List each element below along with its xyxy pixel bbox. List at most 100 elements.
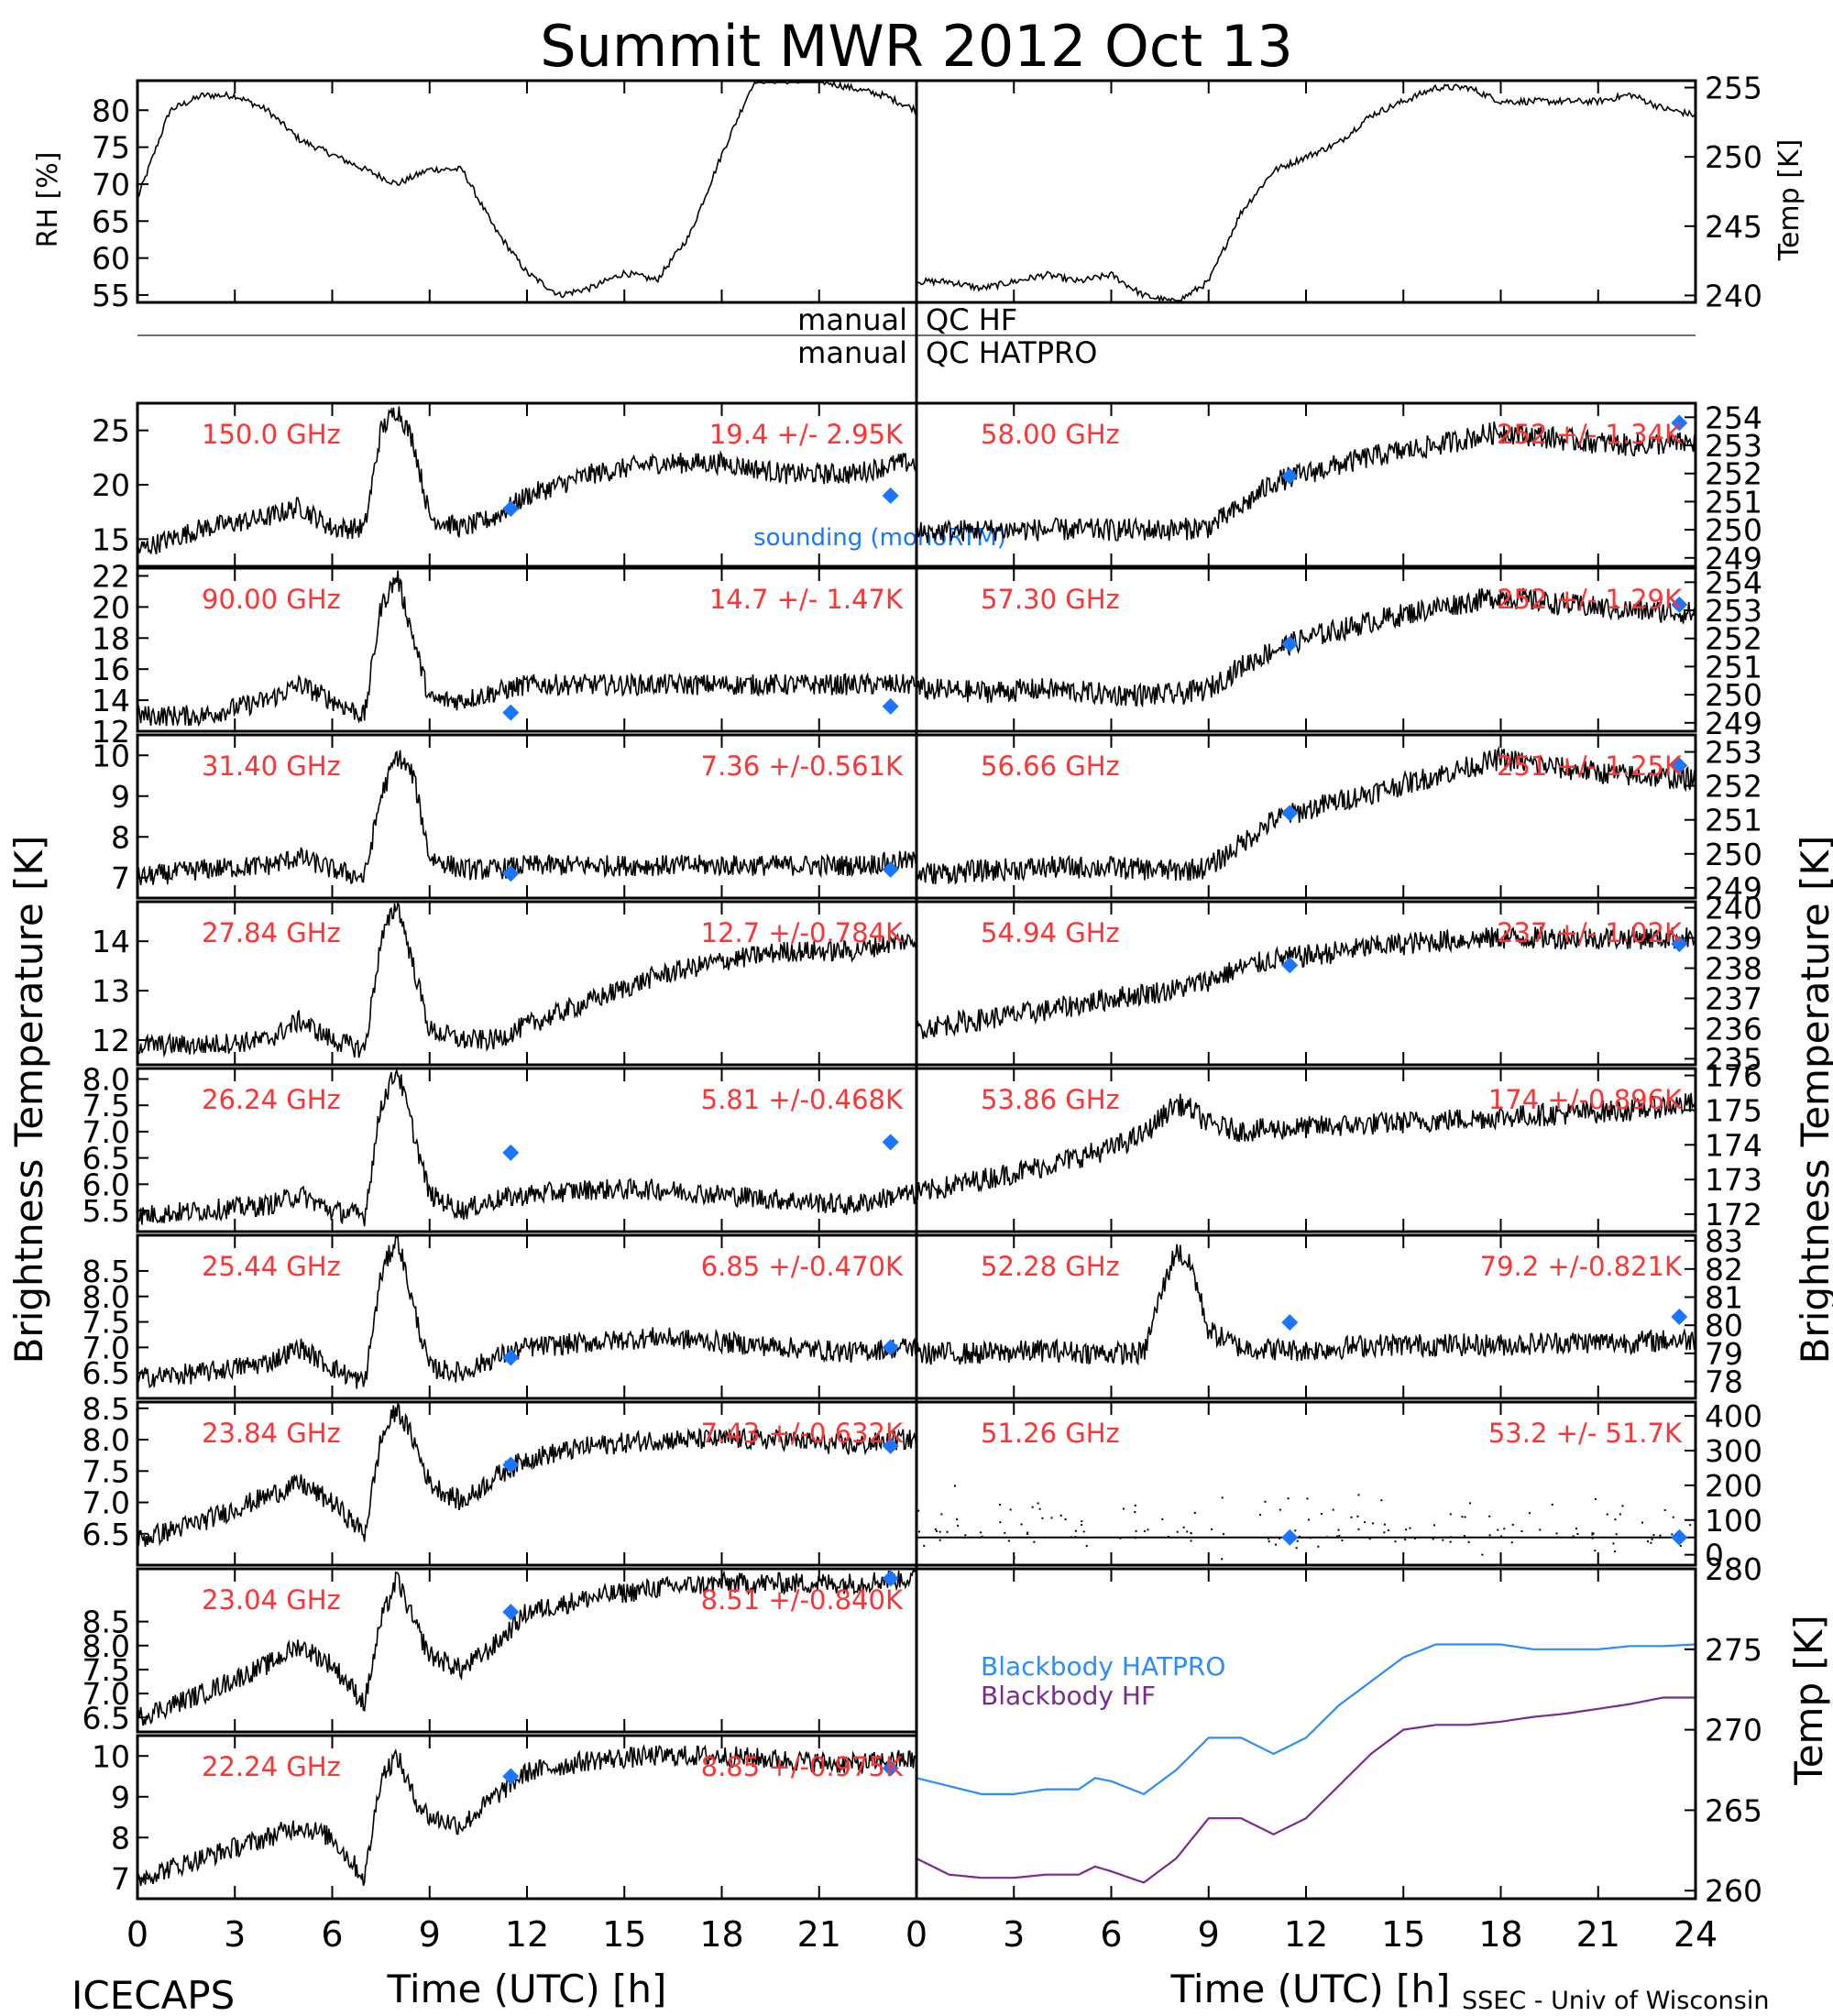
y-tick-label: 7 (111, 1861, 130, 1897)
outlier-point (1268, 1540, 1270, 1543)
y-tick-label: 12 (92, 1023, 130, 1058)
channel-label: 23.04 GHz (202, 1584, 341, 1616)
channel-label: 90.00 GHz (202, 584, 341, 615)
y-tick-label: 7.0 (82, 1485, 130, 1521)
y-tick-label: 20 (92, 589, 130, 625)
qc-hf-manual-label: manual (797, 302, 907, 337)
channel-label: 31.40 GHz (202, 751, 341, 782)
channel-label: 57.30 GHz (981, 584, 1120, 615)
outlier-point (1409, 1527, 1411, 1529)
x-tick-label: 6 (1100, 1914, 1122, 1955)
sounding-marker (882, 487, 899, 504)
y-tick-label: 239 (1705, 921, 1762, 957)
outlier-point (1287, 1497, 1290, 1500)
y-tick-label: 6.0 (82, 1167, 130, 1202)
outlier-point (1320, 1512, 1323, 1515)
outlier-point (1356, 1515, 1359, 1517)
outlier-point (1383, 1523, 1386, 1526)
y-tick-label: 7.5 (82, 1453, 130, 1489)
y-tick-label: 75 (92, 130, 130, 166)
outlier-point (954, 1485, 957, 1487)
channel-stat: 79.2 +/-0.821K (1480, 1251, 1683, 1282)
outlier-point (1308, 1518, 1311, 1521)
sounding-marker (1671, 757, 1688, 774)
x-tick-label: 15 (1381, 1914, 1425, 1955)
y-tick-label: 8.0 (82, 1628, 130, 1664)
channel-stat: 237 +/- 1.02K (1497, 917, 1683, 948)
outlier-point (1267, 1538, 1269, 1540)
y-tick-label: 9 (111, 1780, 130, 1815)
y-tick-label: 15 (92, 521, 130, 557)
outlier-point (1380, 1499, 1383, 1502)
outlier-point (1500, 1535, 1503, 1538)
y-tick-label: 18 (92, 620, 130, 656)
outlier-point (1467, 1540, 1470, 1543)
y-tick-label: 250 (1705, 512, 1762, 548)
outlier-point (1614, 1550, 1617, 1552)
channel-stat: 5.81 +/-0.468K (701, 1084, 904, 1115)
y-tick-label: 7.5 (82, 1305, 130, 1341)
outlier-point (1020, 1523, 1023, 1526)
right-y-axis-label: Brightness Temperature [K] (1793, 836, 1833, 1364)
channel-stat: 252 +/- 1.34K (1497, 419, 1683, 450)
outlier-point (957, 1524, 960, 1527)
outlier-point (1119, 1537, 1122, 1539)
y-tick-label: 245 (1705, 209, 1762, 245)
outlier-point (1081, 1520, 1083, 1523)
y-tick-label: 275 (1705, 1632, 1762, 1668)
outlier-point (1503, 1528, 1506, 1530)
outlier-point (1190, 1531, 1192, 1534)
outlier-point (1317, 1545, 1320, 1548)
y-tick-label: 60 (92, 241, 130, 277)
channel-label: 56.66 GHz (981, 751, 1120, 782)
y-tick-label: 260 (1705, 1873, 1762, 1909)
outlier-point (1464, 1516, 1466, 1518)
outlier-point (940, 1513, 943, 1516)
outlier-point (1650, 1541, 1652, 1544)
outlier-point (1357, 1528, 1360, 1530)
sounding-marker (502, 1604, 520, 1621)
outlier-point (1689, 1524, 1692, 1527)
y-tick-label: 237 (1705, 981, 1762, 1016)
sounding-marker (882, 1437, 899, 1454)
outlier-point (1337, 1528, 1340, 1531)
outlier-point (1368, 1538, 1371, 1540)
y-tick-label: 235 (1705, 1041, 1762, 1077)
channel-label: 58.00 GHz (981, 419, 1120, 450)
y-tick-label: 236 (1705, 1011, 1762, 1046)
outlier-point (1383, 1531, 1386, 1534)
sounding-marker (1671, 596, 1688, 613)
y-tick-label: 249 (1705, 871, 1762, 906)
sounding-marker (502, 1456, 520, 1474)
outlier-point (1432, 1524, 1435, 1527)
x-tick-label: 24 (1674, 1914, 1718, 1955)
y-tick-label: 83 (1705, 1223, 1743, 1259)
data-trace (137, 570, 917, 728)
sounding-marker (1281, 635, 1299, 652)
y-tick-label: 249 (1705, 541, 1762, 576)
channel-label: 27.84 GHz (202, 917, 341, 948)
outlier-point (1038, 1507, 1041, 1510)
outlier-point (1468, 1502, 1471, 1505)
y-tick-label: 252 (1705, 621, 1762, 657)
y-tick-label: 238 (1705, 951, 1762, 987)
outlier-point (956, 1518, 959, 1521)
outlier-point (962, 1536, 965, 1539)
y-tick-label: 280 (1705, 1551, 1762, 1587)
left-y-axis-label: Brightness Temperature [K] (6, 836, 51, 1364)
outlier-point (1461, 1516, 1464, 1518)
y-tick-label: 65 (92, 203, 130, 239)
x-tick-label: 9 (1198, 1914, 1220, 1955)
y-tick-label: 8 (111, 1820, 130, 1856)
blackbody-line-hatpro (916, 1643, 1696, 1796)
x-tick-label: 15 (602, 1914, 646, 1955)
outlier-point (1298, 1535, 1301, 1538)
blackbody-panel-frame (915, 1567, 1697, 1901)
x-axis-label-right: Time (UTC) [h] (1170, 1967, 1451, 2011)
y-tick-label: 7.0 (82, 1114, 130, 1150)
outlier-point (1143, 1529, 1146, 1532)
outlier-point (1641, 1521, 1643, 1524)
outlier-point (1309, 1537, 1312, 1539)
sounding-marker (1671, 936, 1688, 953)
outlier-point (1387, 1529, 1389, 1532)
